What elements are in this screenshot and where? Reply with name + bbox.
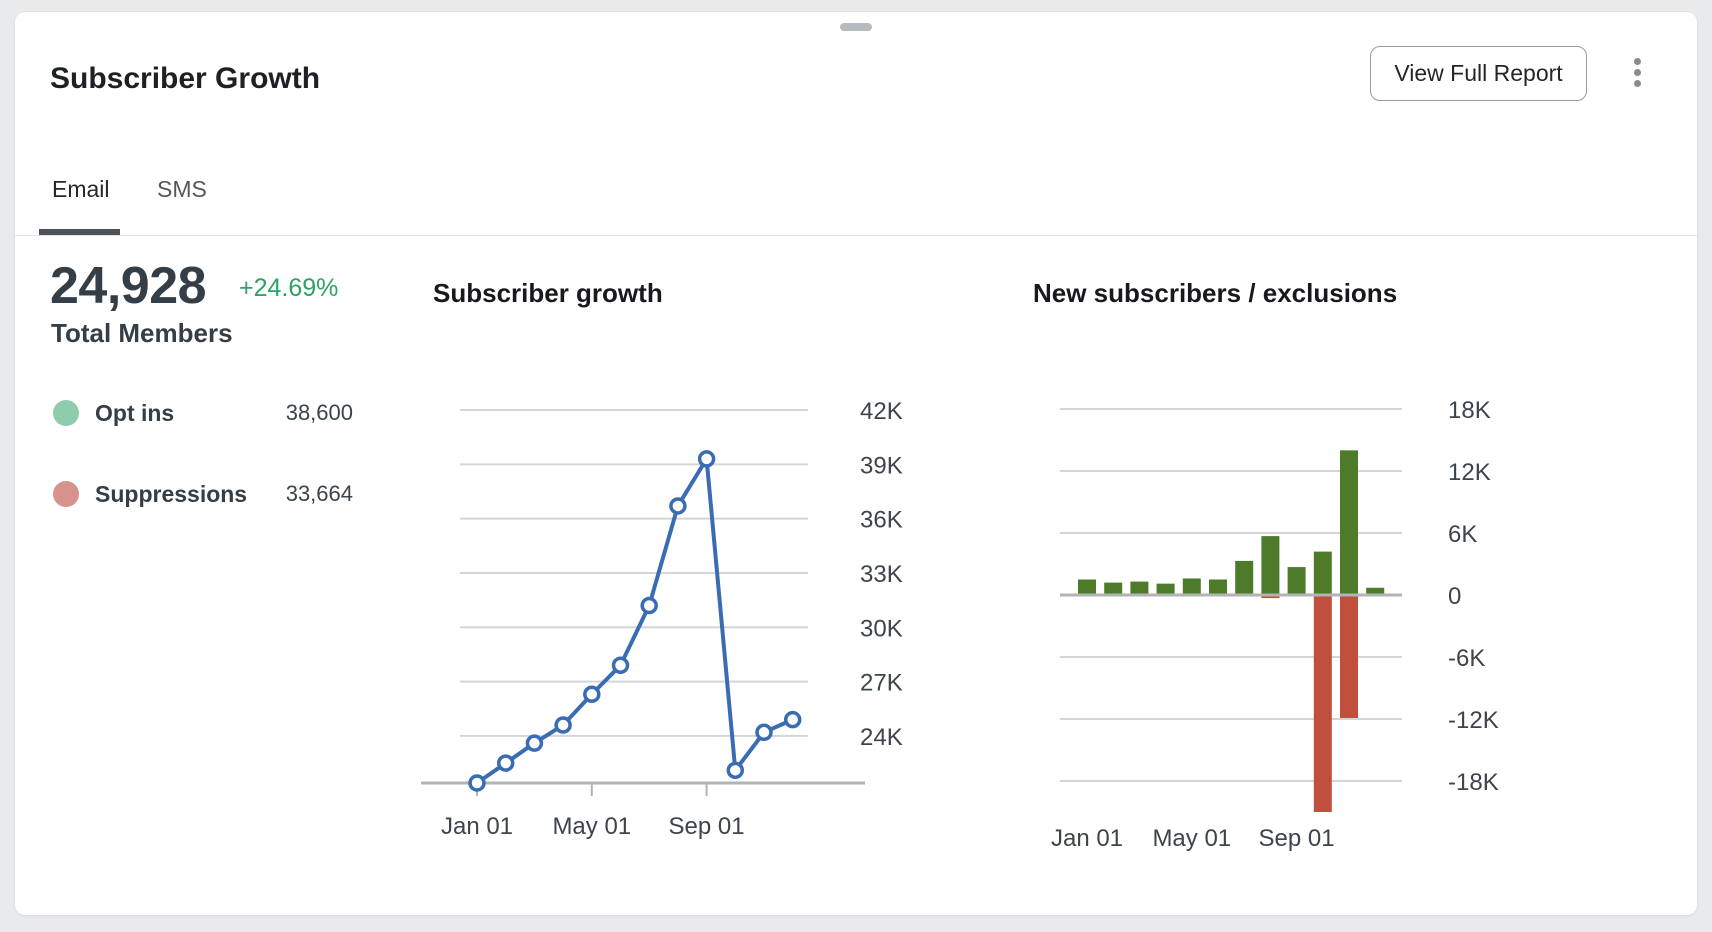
kebab-dot-icon: [1633, 68, 1641, 76]
svg-text:33K: 33K: [860, 561, 903, 588]
svg-text:12K: 12K: [1448, 459, 1491, 486]
svg-text:6K: 6K: [1448, 521, 1477, 548]
svg-text:May 01: May 01: [552, 813, 631, 840]
new-subscribers-exclusions-bar-chart: 18K 12K 6K 0 -6K -12K -18K Jan 01 May 01 Sep 01: [1051, 397, 1499, 852]
suppressions-value: 33,664: [285, 481, 353, 506]
svg-text:Sep 01: Sep 01: [1259, 825, 1335, 852]
svg-text:18K: 18K: [1448, 397, 1491, 424]
active-tab-underline: [39, 229, 120, 235]
legend-row-suppressions: Suppressions 33,664: [53, 480, 353, 508]
svg-text:30K: 30K: [860, 615, 903, 642]
svg-text:-6K: -6K: [1448, 645, 1485, 672]
tab-separator: [15, 235, 1697, 236]
svg-text:0: 0: [1448, 583, 1461, 610]
suppressions-dot-icon: [53, 481, 79, 507]
opt-ins-dot-icon: [53, 400, 79, 426]
svg-text:42K: 42K: [860, 398, 903, 425]
total-members-value: 24,928: [50, 257, 207, 315]
opt-ins-label: Opt ins: [95, 399, 175, 426]
legend-row-opt-ins: Opt ins 38,600: [53, 399, 353, 427]
svg-text:-12K: -12K: [1448, 707, 1499, 734]
svg-text:Jan 01: Jan 01: [1051, 825, 1123, 852]
growth-percent-badge: +24.69%: [239, 274, 339, 302]
kebab-dot-icon: [1633, 57, 1641, 65]
svg-text:24K: 24K: [860, 724, 903, 751]
view-full-report-button[interactable]: View Full Report: [1370, 46, 1587, 101]
subscriber-growth-card: Subscriber Growth View Full Report Email…: [15, 12, 1697, 915]
total-members-label: Total Members: [51, 318, 233, 348]
svg-text:27K: 27K: [860, 670, 903, 697]
suppressions-label: Suppressions: [95, 480, 248, 507]
bar-chart-title: New subscribers / exclusions: [1033, 278, 1398, 308]
line-chart-title: Subscriber growth: [433, 278, 663, 308]
svg-text:36K: 36K: [860, 507, 903, 534]
svg-text:Sep 01: Sep 01: [669, 813, 745, 840]
svg-text:-18K: -18K: [1448, 769, 1499, 796]
drag-handle[interactable]: [840, 23, 872, 31]
subscriber-growth-line-chart: 42K 39K 36K 33K 30K 27K 24K Jan 01 May 01 Sep 01: [421, 398, 903, 840]
svg-text:Jan 01: Jan 01: [441, 813, 513, 840]
tab-email[interactable]: Email: [52, 176, 110, 202]
kebab-menu-button[interactable]: [1615, 48, 1659, 96]
svg-text:May 01: May 01: [1152, 825, 1231, 852]
page-title: Subscriber Growth: [50, 62, 321, 95]
kebab-dot-icon: [1633, 79, 1641, 87]
svg-text:39K: 39K: [860, 452, 903, 479]
opt-ins-value: 38,600: [285, 400, 353, 425]
tab-sms[interactable]: SMS: [157, 176, 207, 202]
